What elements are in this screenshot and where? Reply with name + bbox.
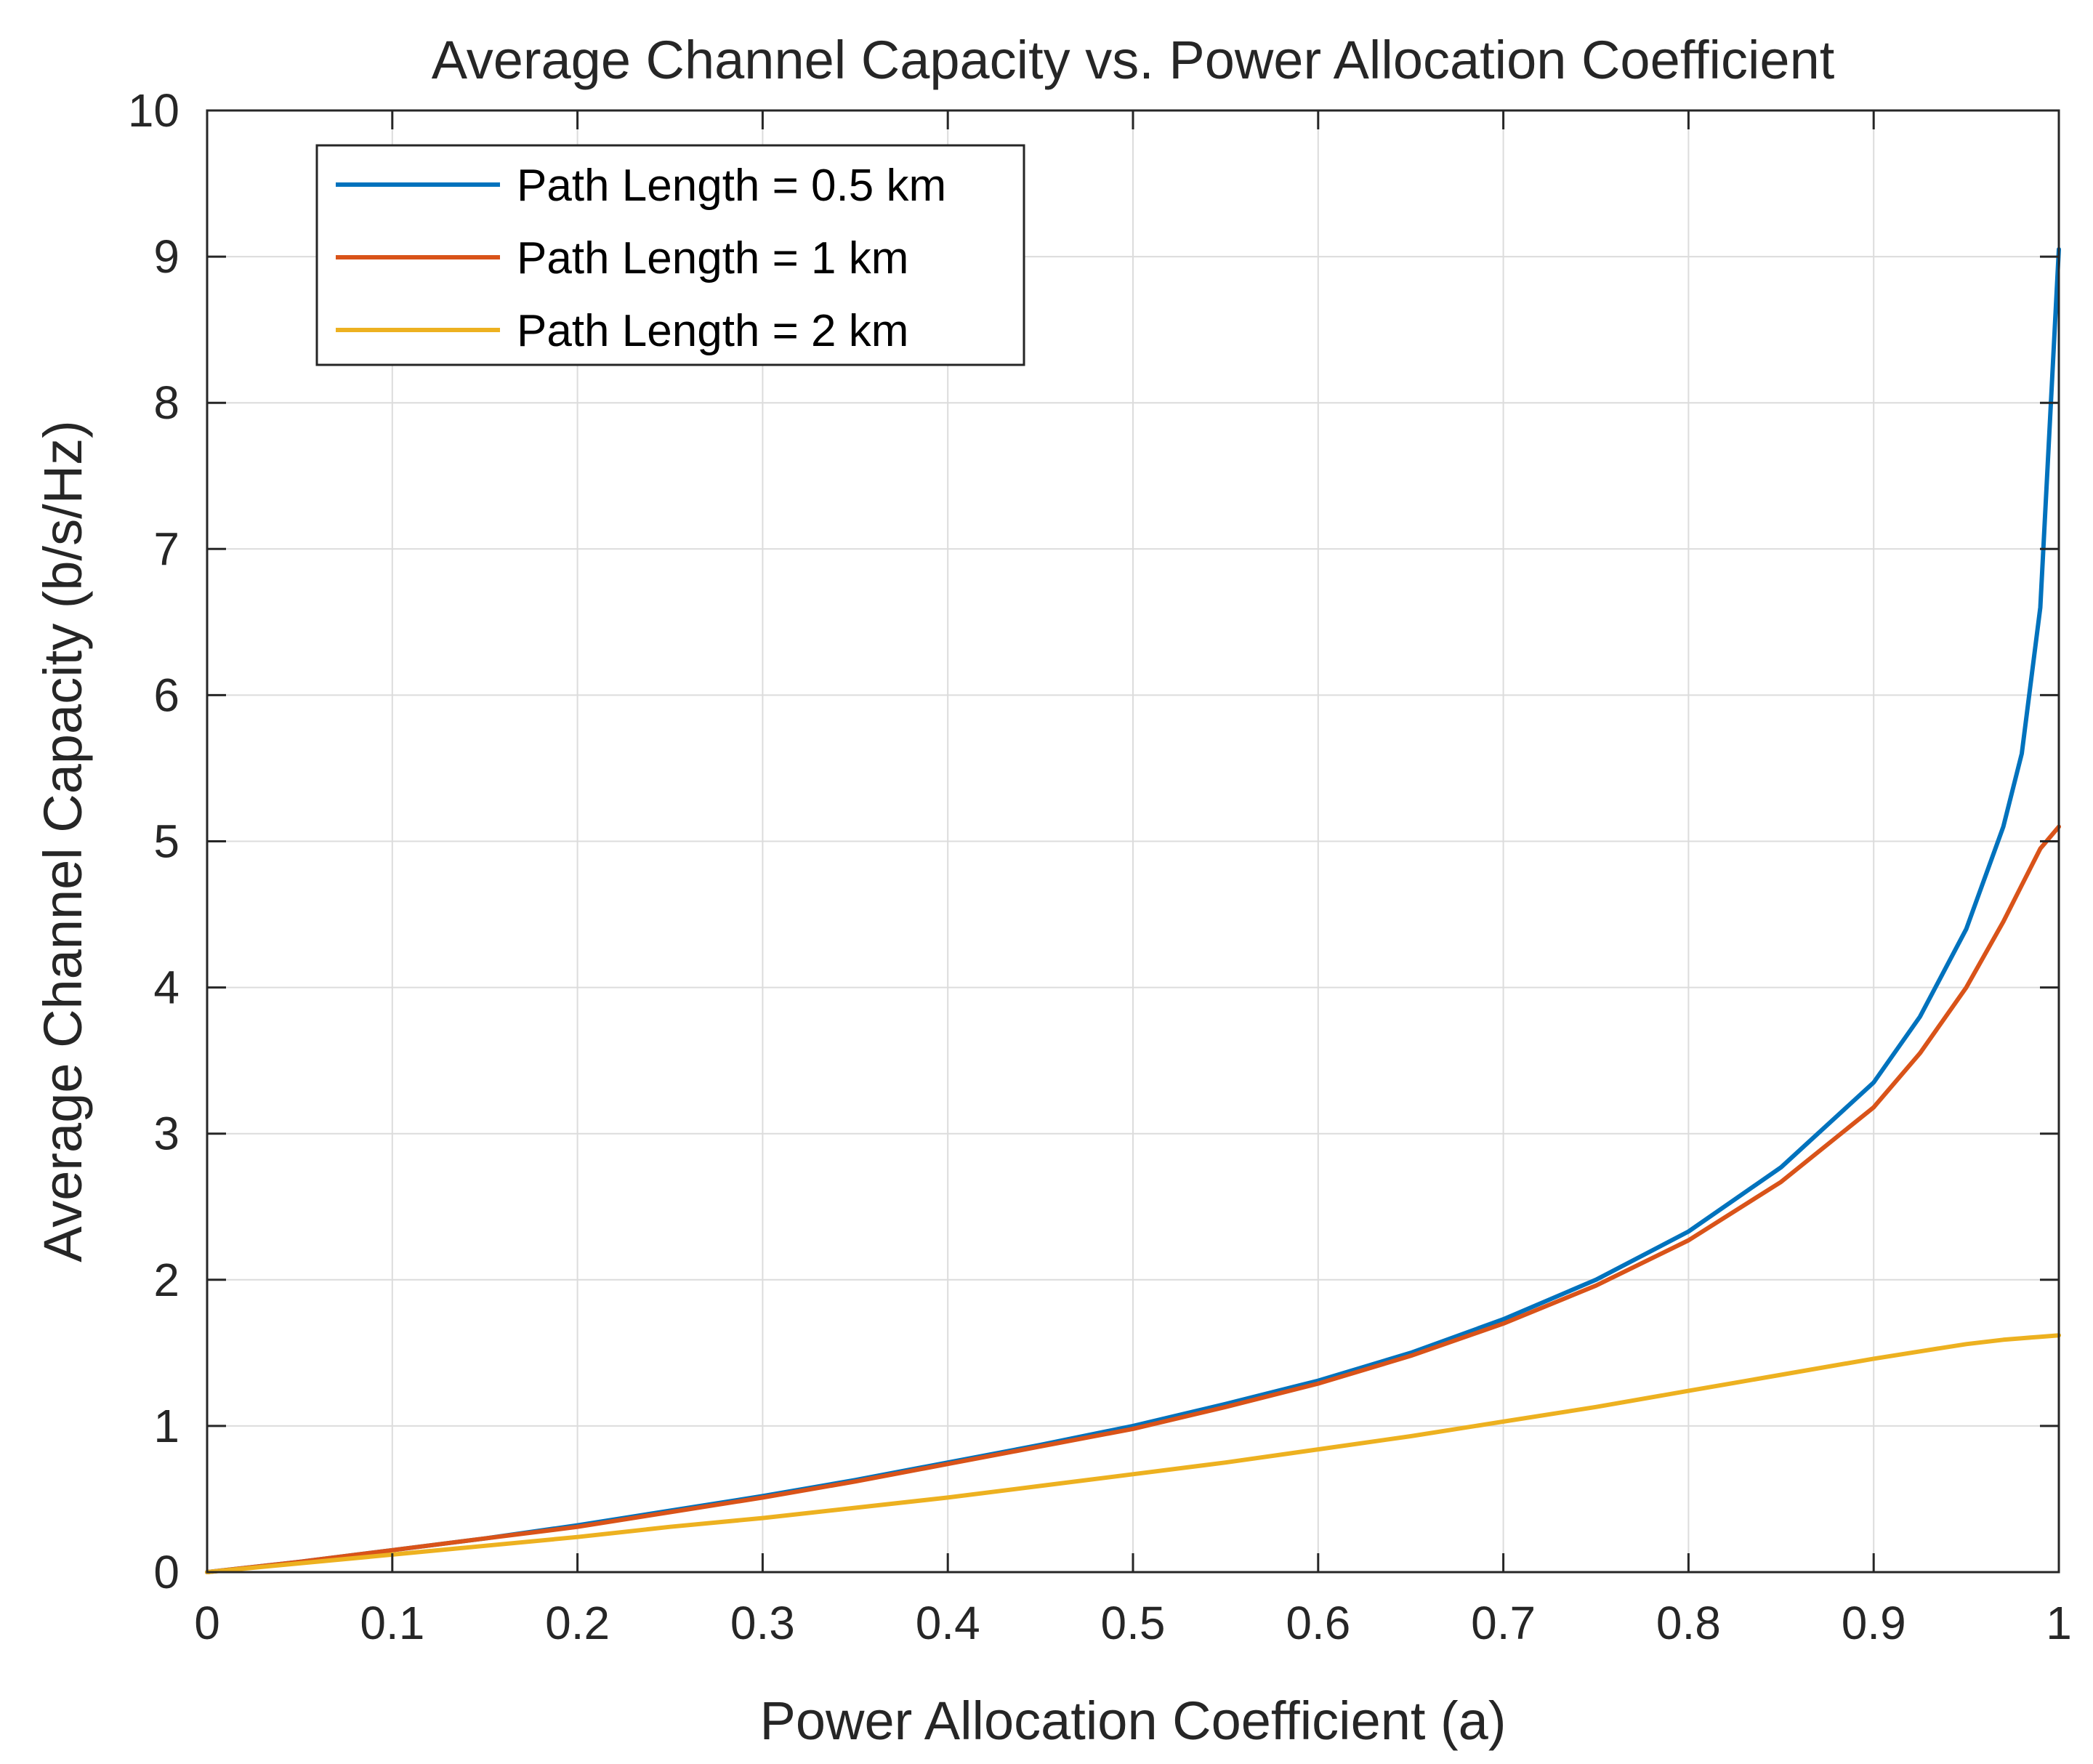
x-tick-label: 0.9 [1842, 1597, 1906, 1649]
legend-label-1: Path Length = 1 km [517, 233, 908, 283]
legend-label-0: Path Length = 0.5 km [517, 161, 946, 211]
y-tick-label: 9 [153, 230, 180, 283]
y-tick-label: 0 [153, 1546, 180, 1598]
y-tick-label: 3 [153, 1108, 180, 1160]
tick-marks [206, 109, 2060, 1574]
y-tick-label: 7 [153, 523, 180, 575]
x-tick-label: 0 [194, 1597, 220, 1649]
x-tick-label: 0.7 [1471, 1597, 1536, 1649]
series-layer [205, 247, 2061, 1574]
x-tick-label: 0.5 [1101, 1597, 1166, 1649]
y-tick-label: 10 [128, 84, 180, 137]
y-tick-label: 1 [153, 1400, 180, 1452]
x-tick-label: 1 [2046, 1597, 2072, 1649]
series-line-1 [205, 824, 2061, 1574]
y-tick-label: 4 [153, 962, 180, 1014]
y-tick-label: 8 [153, 376, 180, 429]
x-axis-label: Power Allocation Coefficient (a) [760, 1691, 1507, 1751]
legend-label-2: Path Length = 2 km [517, 306, 908, 356]
y-axis-label: Average Channel Capacity (b/s/Hz) [33, 420, 93, 1262]
x-tick-label: 0.2 [545, 1597, 610, 1649]
chart-title: Average Channel Capacity vs. Power Alloc… [432, 30, 1835, 90]
y-tick-label: 6 [153, 669, 180, 721]
tick-labels: 0 0.1 0.2 0.3 0.4 0.5 0.6 0.7 0.8 0.9 101234567891… [128, 84, 2072, 1649]
x-tick-label: 0.6 [1286, 1597, 1350, 1649]
x-tick-label: 0.8 [1656, 1597, 1721, 1649]
y-tick-label: 5 [153, 815, 180, 868]
x-tick-label: 0.4 [916, 1597, 980, 1649]
y-tick-label: 2 [153, 1254, 180, 1306]
legend: Path Length = 0.5 km Path Length = 1 km Pa… [315, 144, 1025, 366]
x-tick-label: 0.3 [730, 1597, 795, 1649]
x-tick-label: 0.1 [360, 1597, 424, 1649]
series-line-2 [205, 1333, 2061, 1574]
